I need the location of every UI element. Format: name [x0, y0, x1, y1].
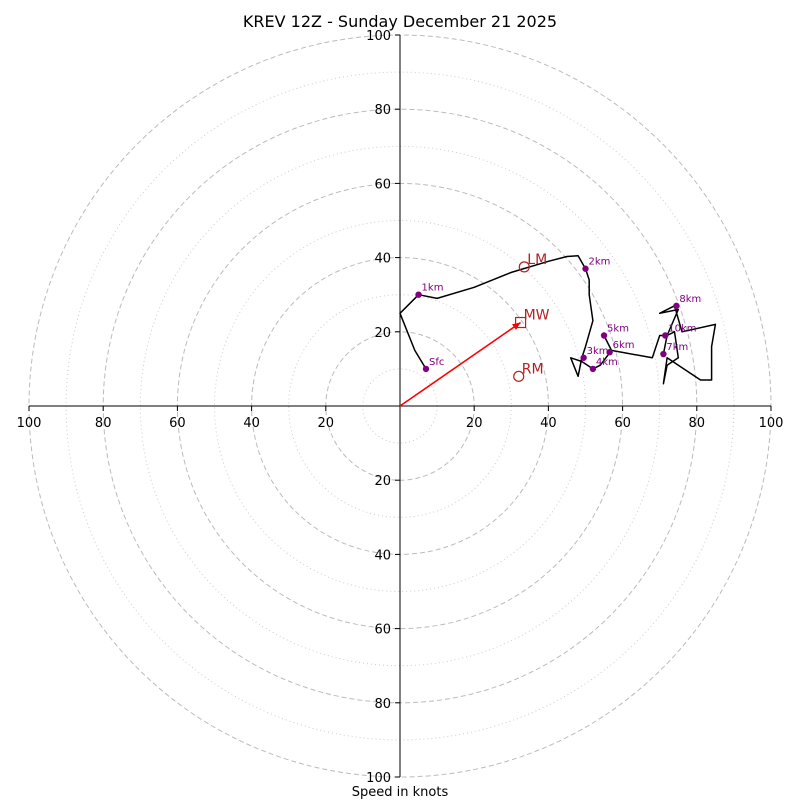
height-marker [606, 349, 613, 356]
motion-label: RM [522, 361, 544, 377]
height-label: 10km [668, 324, 696, 335]
hodograph-line [399, 254, 717, 385]
height-marker [422, 365, 430, 373]
motion-marker [518, 261, 530, 273]
motion-marker [513, 370, 525, 382]
height-label: 7km [666, 342, 688, 353]
x-tick-label: 20 [466, 416, 483, 431]
height-marker [600, 332, 608, 339]
x-tick-label: 60 [614, 416, 631, 431]
x-tick-label: 80 [95, 416, 112, 431]
height-marker [662, 332, 669, 339]
arrow-head [512, 322, 521, 330]
x-tick-label: 60 [169, 416, 186, 431]
x-tick-label: 80 [689, 416, 706, 431]
height-marker [660, 350, 667, 358]
y-tick-label: 20 [374, 474, 391, 489]
x-axis-label: Speed in knots [352, 785, 449, 800]
height-label: 2km [589, 257, 611, 268]
x-tick-label: 100 [759, 416, 784, 431]
chart-title: KREV 12Z - Sunday December 21 2025 [243, 12, 557, 31]
x-tick-label: 40 [540, 416, 557, 431]
arrow-shaft [399, 321, 522, 407]
motion-label: MW [524, 308, 550, 324]
y-tick-label: 100 [366, 29, 391, 44]
x-tick-label: 100 [17, 416, 42, 431]
mean-wind-arrow [399, 321, 522, 407]
height-label: 8km [679, 294, 701, 305]
tick-labels: 100 100 80 80 60 60 40 40 20 20 20 20 40 40 60 60 80 80 10… [17, 29, 784, 786]
y-tick-label: 80 [374, 697, 391, 712]
height-label: Sfc [429, 357, 444, 368]
y-tick-label: 40 [374, 252, 391, 267]
motion-label: LM [527, 252, 547, 268]
x-tick-label: 20 [318, 416, 335, 431]
y-tick-label: 100 [366, 771, 391, 786]
y-tick-label: 60 [374, 623, 391, 638]
y-tick-label: 40 [374, 548, 391, 563]
y-tick-label: 20 [374, 326, 391, 341]
x-tick-label: 40 [243, 416, 260, 431]
height-marker [673, 302, 680, 310]
height-label: 3km [587, 346, 609, 357]
y-tick-label: 80 [374, 103, 391, 118]
height-label: 5km [607, 324, 629, 335]
height-marker [415, 291, 422, 298]
height-label: 6km [613, 340, 635, 351]
y-tick-label: 60 [374, 177, 391, 192]
height-marker [580, 354, 587, 361]
storm-motion-markers: LM MW RM [513, 252, 550, 382]
height-marker [589, 365, 597, 373]
height-label: 1km [422, 283, 444, 294]
hodograph-trace [399, 254, 717, 385]
height-marker [582, 265, 589, 272]
motion-marker [514, 316, 527, 329]
height-label: 4km [596, 357, 618, 368]
